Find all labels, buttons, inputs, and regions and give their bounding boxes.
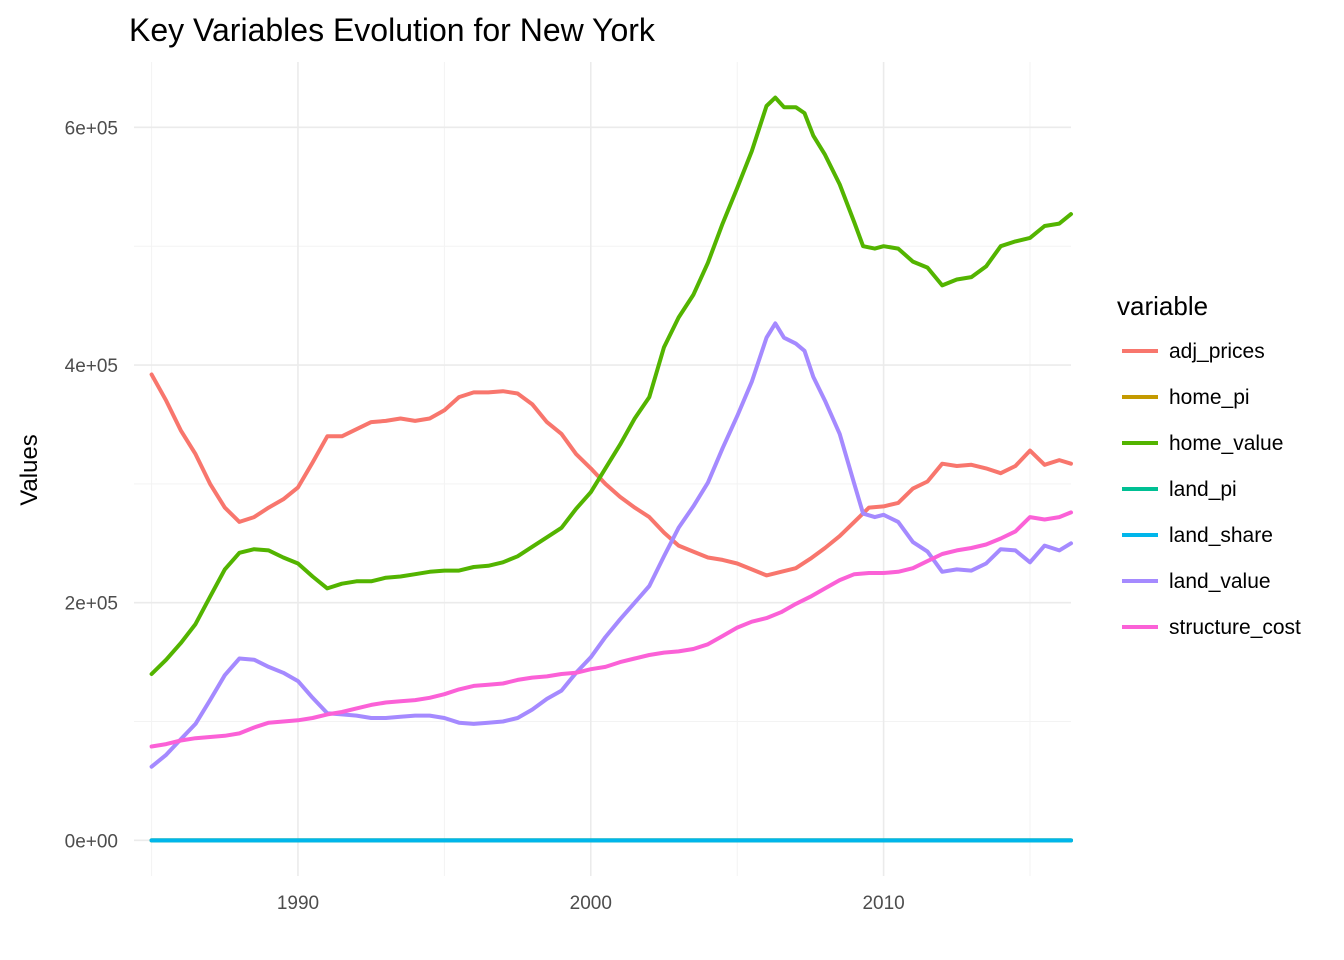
legend-label-adj-prices: adj_prices bbox=[1169, 340, 1265, 363]
legend-label-land-value: land_value bbox=[1169, 570, 1271, 593]
series-line-land-value bbox=[149, 321, 1073, 769]
legend-label-land-share: land_share bbox=[1169, 524, 1273, 547]
series-line-structure-cost bbox=[149, 510, 1073, 749]
x-axis-ticks: 1990 2000 2010 bbox=[277, 893, 905, 914]
y-tick-label: 4e+05 bbox=[65, 356, 118, 377]
y-axis-ticks: 0e+00 2e+05 4e+05 6e+05 bbox=[65, 118, 118, 852]
x-tick-label: 2010 bbox=[862, 893, 904, 914]
series-line-adj-prices bbox=[149, 372, 1073, 578]
legend-label-home-value: home_value bbox=[1169, 432, 1283, 455]
x-tick-label: 1990 bbox=[277, 893, 319, 914]
legend-label-structure-cost: structure_cost bbox=[1169, 616, 1301, 639]
legend-label-home-pi: home_pi bbox=[1169, 386, 1250, 409]
y-tick-label: 0e+00 bbox=[65, 831, 118, 852]
series-line-home-value bbox=[149, 95, 1073, 676]
legend-items: adj_prices home_pi home_value land_pi land_s… bbox=[1122, 340, 1301, 639]
legend-title: variable bbox=[1117, 291, 1208, 321]
y-axis-title: Values bbox=[16, 434, 43, 506]
chart-title: Key Variables Evolution for New York bbox=[129, 12, 656, 48]
legend-label-land-pi: land_pi bbox=[1169, 478, 1237, 501]
legend: variable adj_prices home_pi home_valueland… bbox=[1117, 291, 1301, 639]
series-lines bbox=[149, 95, 1073, 843]
y-tick-label: 6e+05 bbox=[65, 118, 118, 139]
y-tick-label: 2e+05 bbox=[65, 594, 118, 615]
grid bbox=[134, 62, 1071, 876]
x-tick-label: 2000 bbox=[570, 893, 612, 914]
